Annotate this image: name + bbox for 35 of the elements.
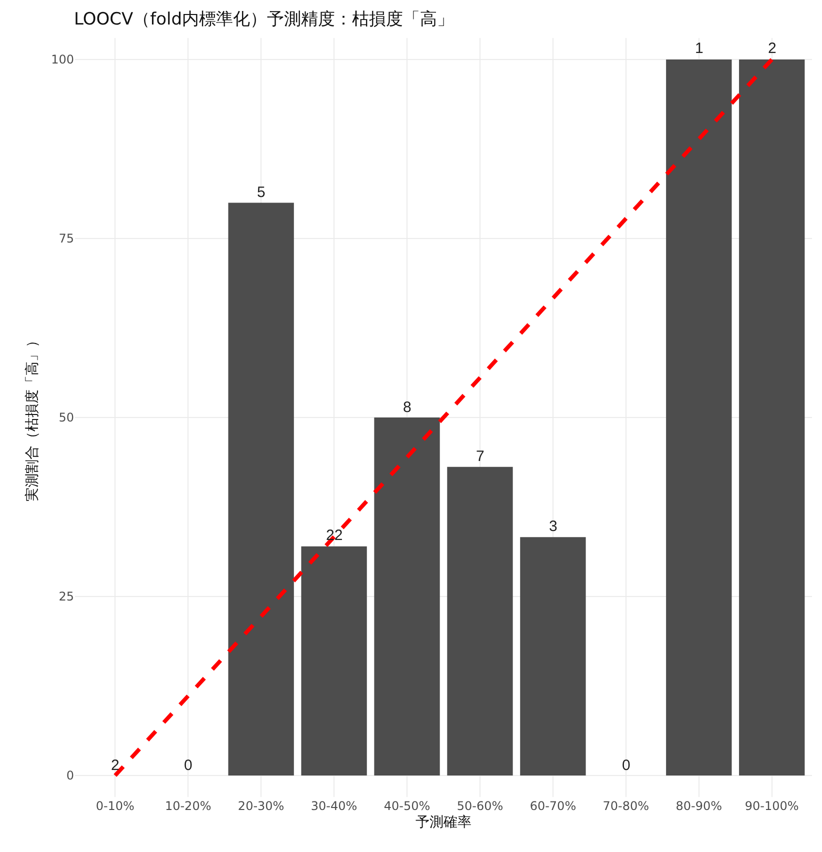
annotation: 22 bbox=[326, 527, 343, 544]
x-tick-label: 10-20% bbox=[164, 799, 212, 813]
x-tick-label: 90-100% bbox=[744, 799, 799, 813]
bar bbox=[374, 418, 440, 776]
x-tick-label: 70-80% bbox=[602, 799, 650, 813]
y-tick-label: 50 bbox=[58, 410, 74, 425]
x-axis-title: 予測確率 bbox=[416, 814, 472, 830]
x-tick-label: 0-10% bbox=[96, 799, 134, 813]
x-tick-label: 80-90% bbox=[676, 799, 722, 813]
y-tick-label: 25 bbox=[58, 590, 74, 604]
annotation: 7 bbox=[476, 448, 484, 465]
y-tick-label: 75 bbox=[58, 232, 74, 246]
annotation: 0 bbox=[184, 757, 192, 774]
y-tick-label: 0 bbox=[66, 768, 74, 783]
annotation: 2 bbox=[768, 40, 776, 57]
bar bbox=[447, 466, 513, 776]
bar bbox=[228, 202, 294, 776]
y-axis-title: 実測割合（枯損度「高」） bbox=[24, 334, 41, 502]
x-tick-label: 50-60% bbox=[456, 799, 504, 813]
x-tick-label: 40-50% bbox=[384, 799, 430, 813]
bar bbox=[301, 546, 367, 776]
annotation: 3 bbox=[549, 518, 558, 535]
annotation: 5 bbox=[257, 184, 266, 201]
x-tick-label: 60-70% bbox=[530, 799, 576, 813]
y-tick-label: 100 bbox=[51, 52, 74, 67]
bar bbox=[520, 537, 586, 776]
annotation: 2 bbox=[111, 757, 120, 774]
x-tick-label: 20-30% bbox=[238, 799, 284, 813]
annotation: 1 bbox=[695, 40, 704, 57]
bar bbox=[666, 59, 732, 776]
bar bbox=[739, 59, 805, 776]
chart-title: LOOCV（fold内標準化）予測精度：枯損度「高」 bbox=[74, 10, 454, 30]
annotation: 0 bbox=[622, 757, 630, 774]
x-tick-label: 30-40% bbox=[310, 799, 358, 813]
annotation: 8 bbox=[403, 399, 412, 416]
